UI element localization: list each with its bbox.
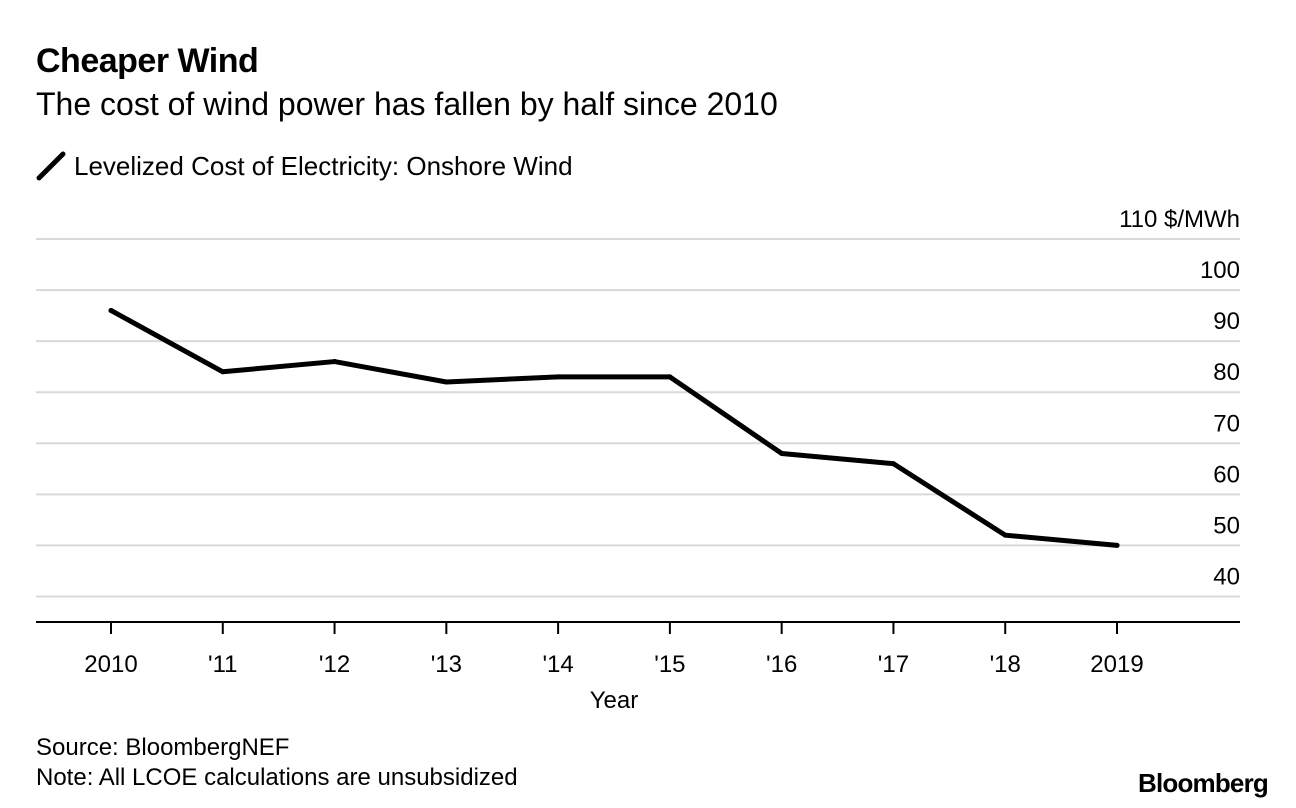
source-note: Source: BloombergNEF: [36, 734, 290, 761]
data-point: [555, 374, 561, 380]
data-point: [1002, 532, 1008, 538]
x-tick-label: '18: [990, 651, 1021, 678]
bloomberg-logo: Bloomberg: [1137, 768, 1269, 798]
y-tick-label: 40: [1213, 563, 1240, 590]
data-point: [443, 379, 449, 385]
legend-line-icon: [36, 151, 66, 181]
y-tick-label: 50: [1213, 512, 1240, 539]
x-tick-label: '11: [208, 651, 238, 678]
y-tick-label: 80: [1213, 359, 1240, 386]
legend-label: Levelized Cost of Electricity: Onshore W…: [74, 150, 573, 181]
y-tick-label: 70: [1213, 410, 1240, 437]
x-tick-label: 2019: [1090, 651, 1143, 678]
y-tick-label: 60: [1213, 461, 1240, 488]
chart-subtitle: The cost of wind power has fallen by hal…: [36, 86, 778, 122]
data-point: [108, 307, 114, 313]
x-tick-label: '16: [766, 651, 797, 678]
y-tick-label: 90: [1213, 308, 1240, 335]
x-tick-label: '12: [319, 651, 350, 678]
x-tick-label: '15: [654, 651, 685, 678]
x-axis-title: Year: [590, 687, 639, 714]
data-point: [779, 450, 785, 456]
x-tick-label: 2010: [84, 651, 137, 678]
data-point: [1114, 542, 1120, 548]
chart-title: Cheaper Wind: [36, 42, 259, 80]
x-tick-label: '17: [878, 651, 909, 678]
y-tick-label: 110 $/MWh: [1119, 206, 1240, 233]
calculation-note: Note: All LCOE calculations are unsubsid…: [36, 764, 518, 791]
legend: Levelized Cost of Electricity: Onshore W…: [36, 148, 573, 184]
data-point: [332, 359, 338, 365]
data-point: [890, 461, 896, 467]
data-point: [667, 374, 673, 380]
y-tick-label: 100: [1200, 257, 1240, 284]
series-line: [108, 307, 1120, 548]
data-point: [220, 369, 226, 375]
x-tick-label: '13: [431, 651, 462, 678]
x-tick-label: '14: [542, 651, 573, 678]
